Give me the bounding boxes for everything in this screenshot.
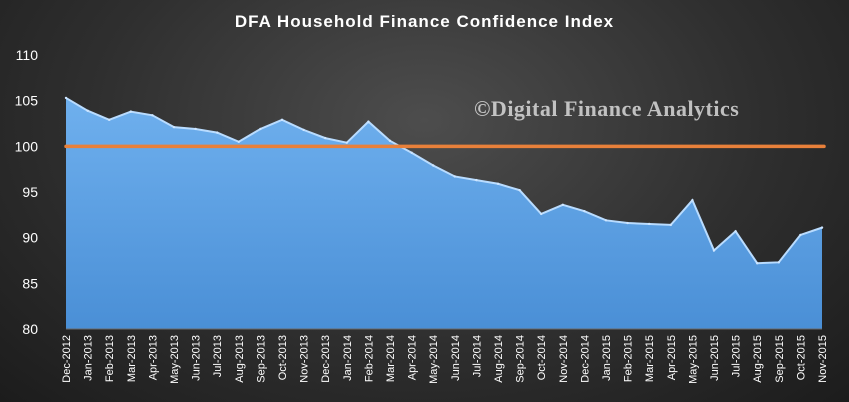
x-tick-label: Mar-2015 xyxy=(644,335,656,382)
y-tick-label: 95 xyxy=(22,184,38,200)
data-point xyxy=(518,188,521,192)
data-point xyxy=(453,175,456,178)
x-tick-label: May-2015 xyxy=(687,335,699,384)
data-point xyxy=(345,141,348,144)
series-line xyxy=(65,97,823,265)
data-point xyxy=(734,230,737,233)
data-point xyxy=(691,199,694,202)
x-tick-label: Nov-2015 xyxy=(817,335,829,383)
data-point xyxy=(108,118,111,122)
y-axis: 80 85 90 95 100 105 110 xyxy=(15,47,39,337)
data-point xyxy=(367,120,370,123)
x-tick-label: Sep-2013 xyxy=(255,335,267,383)
data-point xyxy=(540,212,543,216)
y-tick-label: 90 xyxy=(22,230,38,246)
x-tick-label: May-2014 xyxy=(428,335,440,384)
data-point xyxy=(626,221,629,225)
y-tick-label: 105 xyxy=(15,93,39,109)
data-point xyxy=(799,233,802,237)
data-point xyxy=(172,125,176,129)
x-tick-label: Sep-2015 xyxy=(774,335,786,383)
x-tick-label: Aug-2014 xyxy=(493,335,505,383)
data-point xyxy=(129,110,132,113)
data-point xyxy=(194,127,197,131)
x-tick-label: Jan-2014 xyxy=(342,335,354,381)
data-point xyxy=(410,151,413,154)
data-point xyxy=(64,96,68,100)
data-point xyxy=(237,140,240,143)
x-tick-label: Dec-2014 xyxy=(579,335,591,383)
x-tick-label: Nov-2013 xyxy=(299,335,311,383)
data-point xyxy=(259,127,262,131)
series-area xyxy=(66,97,822,330)
x-tick-label: May-2013 xyxy=(169,335,181,384)
x-tick-label: Jun-2013 xyxy=(191,335,203,381)
data-point xyxy=(475,178,478,182)
x-tick-label: Apr-2014 xyxy=(407,335,419,380)
x-tick-label: Dec-2013 xyxy=(320,335,332,383)
data-point xyxy=(388,139,392,143)
x-tick-label: Oct-2013 xyxy=(277,335,289,380)
x-tick-label: Aug-2013 xyxy=(234,335,246,383)
data-point xyxy=(432,164,435,167)
x-tick-label: Feb-2013 xyxy=(104,335,116,382)
data-point xyxy=(669,223,672,227)
x-tick-label: Dec-2012 xyxy=(61,335,73,383)
data-point xyxy=(324,136,327,140)
x-tick-label: Jun-2014 xyxy=(450,335,462,381)
data-point xyxy=(86,109,89,112)
x-axis: Dec-2012 Jan-2013 Feb-2013 Mar-2013 Apr-2013… xyxy=(61,335,829,384)
data-point xyxy=(756,262,759,265)
x-tick-label: Jul-2015 xyxy=(731,335,743,377)
y-tick-label: 80 xyxy=(22,321,38,337)
chart-title: DFA Household Finance Confidence Index xyxy=(234,12,615,31)
x-tick-label: Jul-2014 xyxy=(471,335,483,377)
x-tick-label: Sep-2014 xyxy=(515,335,527,383)
area-layer xyxy=(64,96,824,330)
data-point xyxy=(604,219,608,222)
data-point xyxy=(561,203,564,206)
x-tick-label: Mar-2013 xyxy=(126,335,138,382)
watermark-text: ©Digital Finance Analytics xyxy=(474,96,740,121)
data-point xyxy=(496,182,500,185)
y-tick-label: 110 xyxy=(16,47,39,63)
x-tick-label: Feb-2014 xyxy=(363,335,375,382)
data-point xyxy=(820,226,824,229)
x-tick-label: Apr-2015 xyxy=(666,335,678,380)
y-tick-label: 100 xyxy=(15,138,39,154)
data-point xyxy=(777,261,780,264)
x-tick-label: Oct-2014 xyxy=(536,335,548,380)
x-tick-label: Jun-2015 xyxy=(709,335,721,381)
x-tick-label: Oct-2015 xyxy=(795,335,807,380)
x-tick-label: Feb-2015 xyxy=(623,335,635,382)
x-tick-label: Jan-2013 xyxy=(83,335,95,381)
x-tick-label: Aug-2015 xyxy=(752,335,764,383)
x-tick-label: Nov-2014 xyxy=(558,335,570,383)
y-tick-label: 85 xyxy=(22,275,38,291)
data-point xyxy=(648,222,651,226)
data-point xyxy=(583,209,586,213)
x-tick-label: Apr-2013 xyxy=(147,335,159,380)
data-point xyxy=(712,249,716,252)
x-tick-label: Jul-2013 xyxy=(212,335,224,377)
data-point xyxy=(280,118,284,122)
data-point xyxy=(302,128,305,132)
data-point xyxy=(216,131,219,134)
x-tick-label: Mar-2014 xyxy=(385,335,397,382)
data-point xyxy=(151,114,154,117)
x-tick-label: Jan-2015 xyxy=(601,335,613,381)
